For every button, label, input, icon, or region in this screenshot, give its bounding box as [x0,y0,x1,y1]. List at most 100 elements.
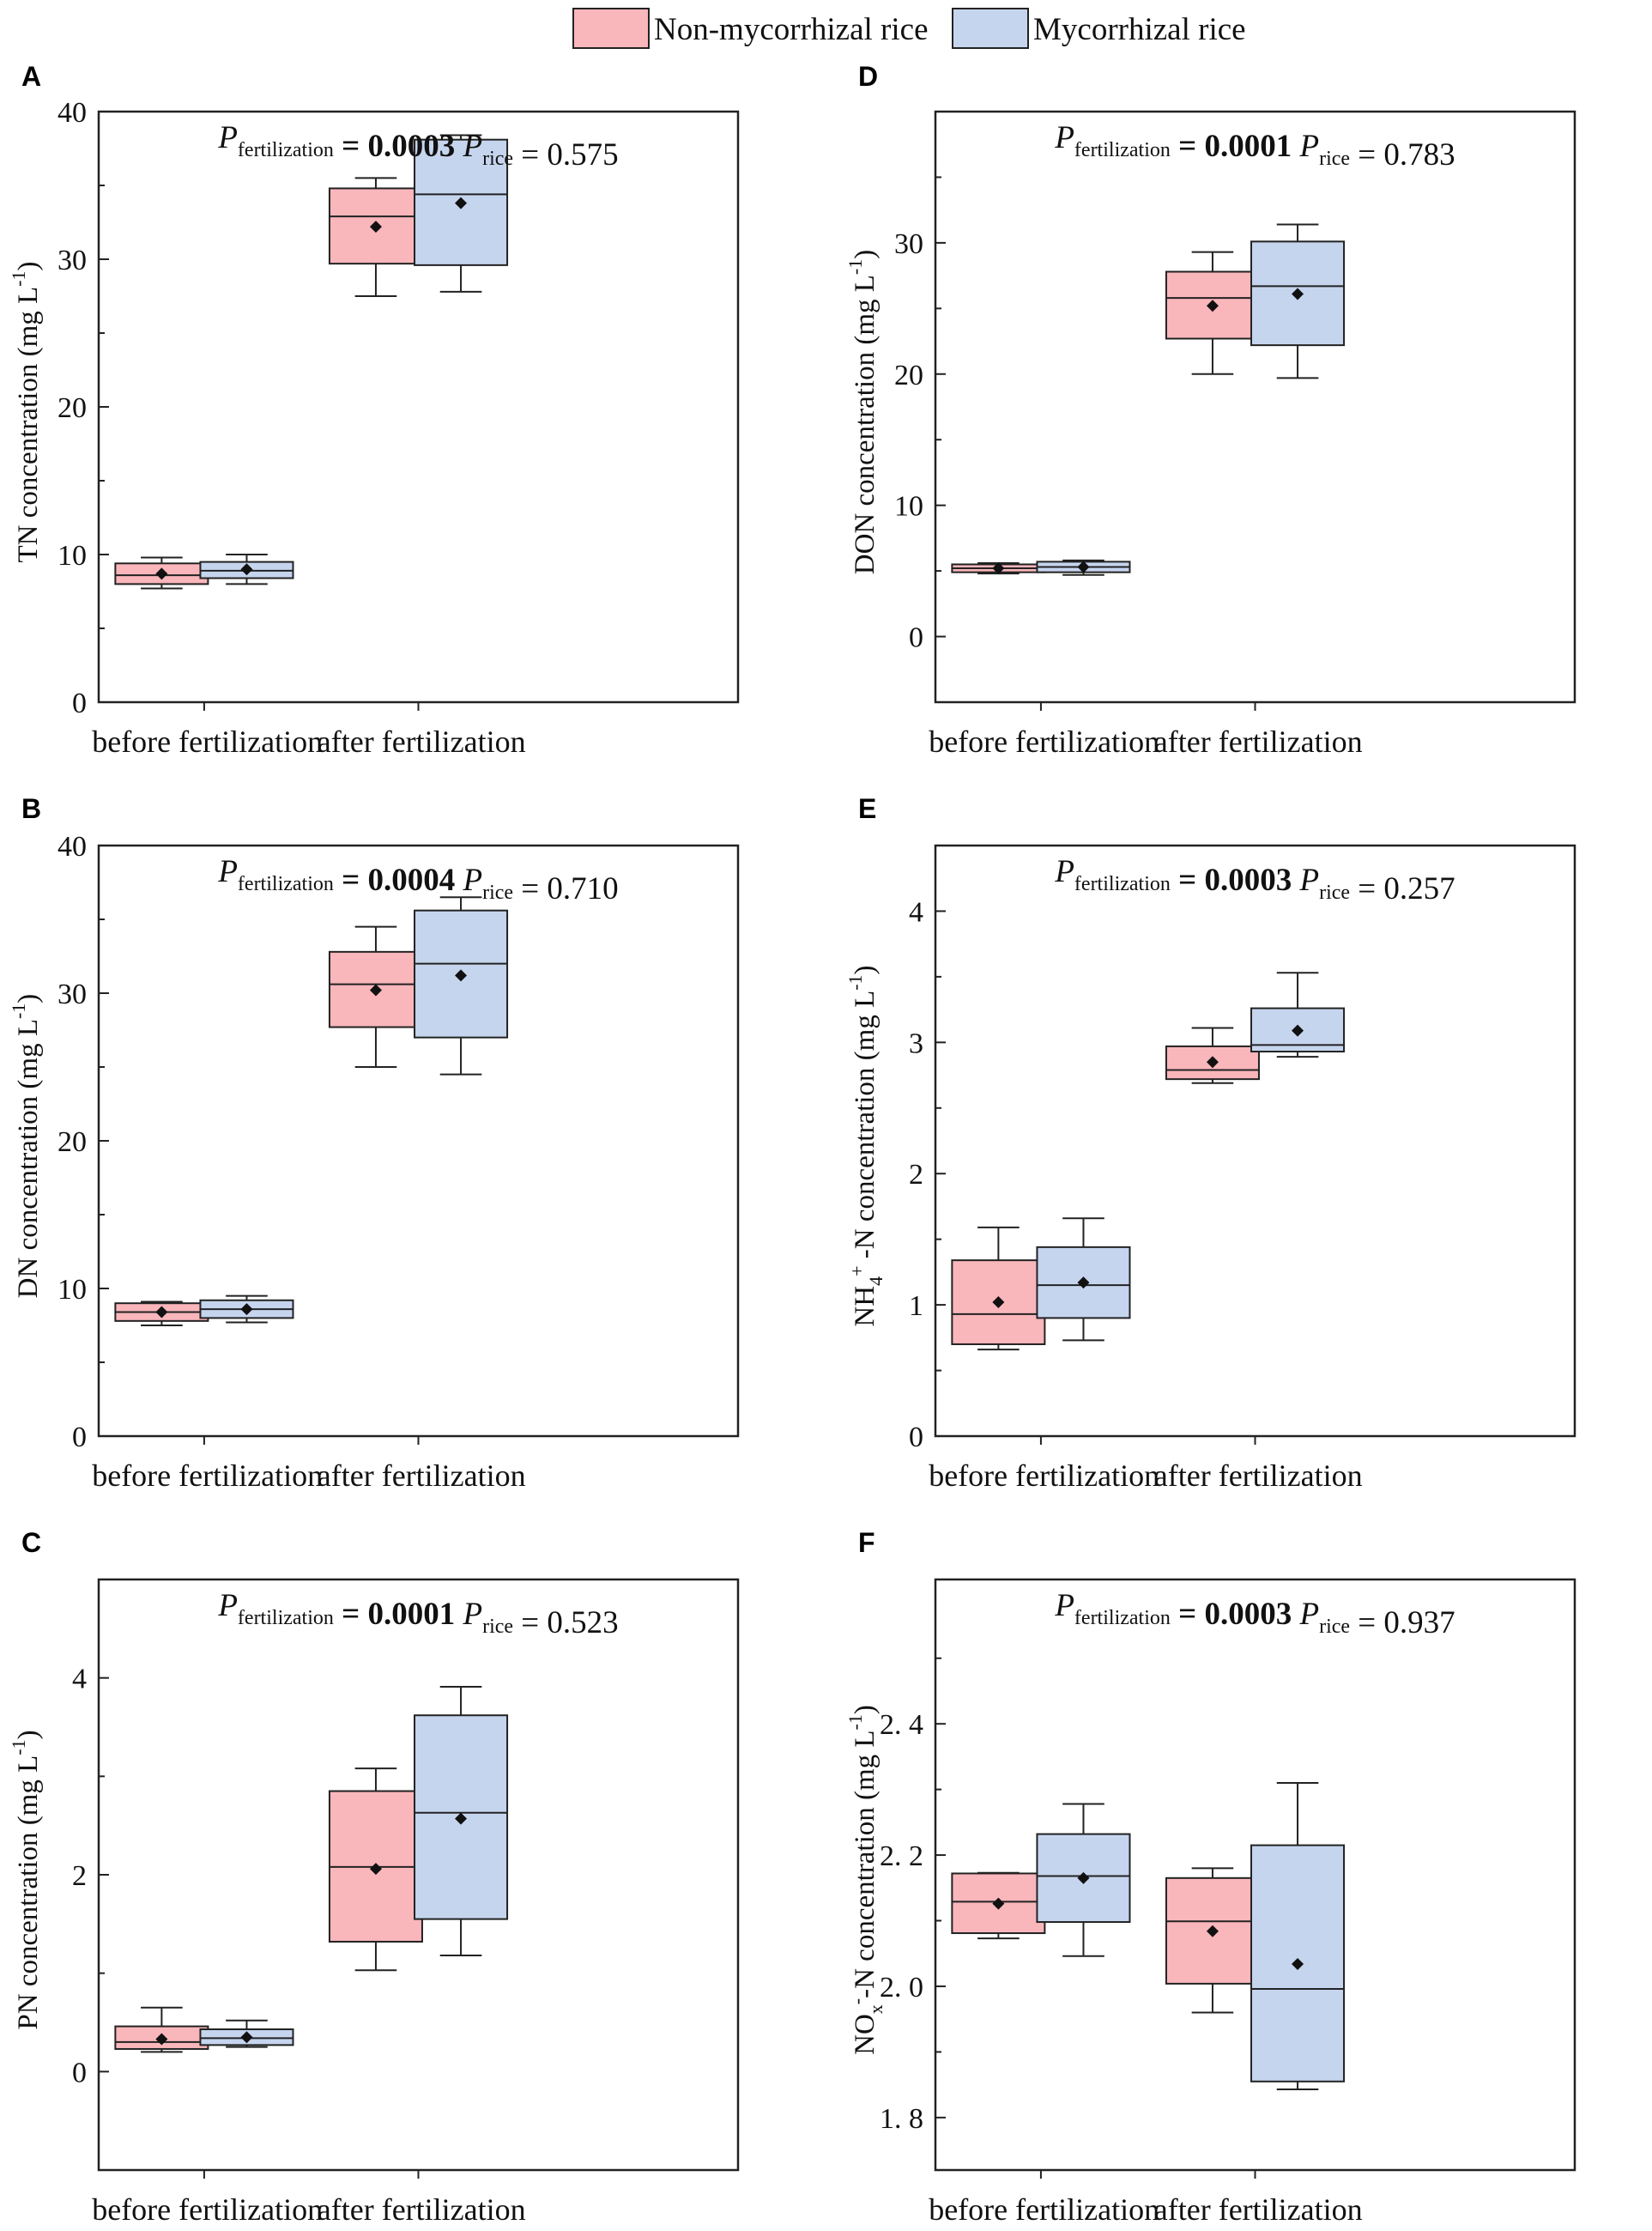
box-non-mycorrhizal-before [951,1871,1046,1940]
legend: Non-mycorrhizal rice Mycorrhizal rice [572,8,1246,49]
y-tick-label: 40 [57,97,87,129]
y-tick-label: 20 [57,1126,87,1158]
y-axis-label-part: TN concentration (mg L [13,287,44,563]
y-axis-label: DON concentration (mg L-1) [844,250,880,574]
p-value-part: = 0.0003 [1171,863,1292,898]
plot-frame [934,110,1576,704]
mean-marker [155,2033,168,2046]
box-mycorrhizal-before [1036,559,1131,576]
mean-marker [1292,288,1304,300]
y-tick-label: 40 [57,831,87,863]
mean-marker [992,1296,1005,1309]
p-value-part: rice [1319,148,1350,170]
box-non-mycorrhizal-before [114,1300,209,1326]
y-tick-label: 30 [894,228,923,260]
panel-letter: F [858,1527,875,1558]
y-axis-label: DN concentration (mg L-1) [8,994,44,1299]
box-mycorrhizal-after [1250,1781,1346,2090]
y-axis-label-part: NO [850,2014,880,2055]
p-value-part: = 0.523 [513,1605,619,1640]
panel-F: F 1. 8 2. 0 2. 2 2. 4 before fertilizationaft… [844,1527,1576,2227]
p-value-part: rice [1319,882,1350,904]
x-category-label: before fertilization [929,1458,1159,1493]
box-mycorrhizal-before [1036,1217,1131,1342]
box-mycorrhizal-after [414,134,509,293]
x-category-label: after fertilization [318,2192,526,2227]
mean-marker [240,563,253,576]
p-value-annotation: Pfertilization = 0.0003 Price = 0.257 [1054,854,1455,906]
x-category-label: after fertilization [1154,1458,1363,1493]
mean-marker [992,562,1005,575]
box-non-mycorrhizal-before [114,2006,209,2053]
y-axis-label-part: -1 [8,1003,29,1019]
box-non-mycorrhizal-before [951,1226,1046,1351]
y-tick-label: 1. 8 [880,2103,923,2135]
mean-marker [369,1863,382,1876]
y-axis-label: NOx--N concentration (mg L-1) [844,1705,887,2055]
y-axis-label-part: ) [850,250,880,259]
y-tick-label: 10 [57,1274,87,1306]
mean-marker [240,2031,253,2044]
legend-label-mycorrhizal: Mycorrhizal rice [1033,12,1246,47]
x-category-label: before fertilization [929,724,1159,759]
panel-letter: C [21,1527,41,1558]
p-value-part: P [1054,854,1074,889]
mean-marker [369,221,382,233]
p-value-part: rice [482,148,513,170]
y-tick-label: 0 [72,688,87,719]
p-value-part: P [455,129,482,164]
y-tick-label: 20 [894,360,923,391]
y-axis-label-part: -N concentration (mg L [850,1730,880,1998]
y-tick-label: 30 [57,979,87,1010]
y-tick-label: 0 [909,1422,923,1453]
y-tick-label: 2 [72,1860,87,1892]
y-axis-label-part: -1 [8,271,29,287]
box-mycorrhizal-before [199,554,294,585]
box-non-mycorrhizal-after [328,1767,423,1972]
p-value-part: P [1054,1588,1074,1623]
p-value-annotation: Pfertilization = 0.0001 Price = 0.783 [1054,120,1455,173]
y-tick-label: 2. 2 [880,1840,923,1872]
p-value-part: fertilization [238,1607,334,1629]
box-iqr [1165,270,1260,340]
p-value-part: fertilization [1074,873,1171,895]
p-value-part: = 0.257 [1350,871,1455,906]
box-non-mycorrhizal-before [114,556,209,590]
y-tick-label: 0 [909,622,923,654]
p-value-part: = 0.0003 [334,129,455,164]
p-value-annotation: Pfertilization = 0.0003 Price = 0.937 [1054,1588,1455,1640]
y-axis-label-part: PN concentration (mg L [13,1755,44,2030]
y-tick-label: 10 [57,540,87,572]
p-value-part: P [217,854,238,889]
panel-letter: B [21,793,41,824]
panel-letter: E [858,793,876,824]
panel-letter: A [21,61,41,92]
y-tick-label: 20 [57,392,87,424]
panel-letter: D [858,61,878,92]
p-value-part: = 0.575 [513,137,619,173]
y-tick-label: 10 [894,491,923,523]
p-value-part: P [1292,1597,1319,1632]
mean-marker [455,197,468,209]
p-value-part: = 0.937 [1350,1605,1455,1640]
p-value-part: P [1054,120,1074,155]
box-mycorrhizal-after [1250,972,1346,1058]
y-tick-label: 0 [72,1422,87,1453]
p-value-part: = 0.0001 [1171,129,1292,164]
y-axis-label-part: ) [13,1730,44,1739]
p-value-annotation: Pfertilization = 0.0001 Price = 0.523 [217,1588,618,1640]
p-value-annotation: Pfertilization = 0.0004 Price = 0.710 [217,854,618,906]
box-non-mycorrhizal-before [951,561,1046,575]
p-value-part: = 0.710 [513,871,619,906]
y-axis-label-part: 4 [865,1276,887,1286]
p-value-part: P [455,1597,482,1632]
box-non-mycorrhizal-after [1165,1027,1260,1084]
y-axis-label-part: NH [850,1286,880,1327]
box-non-mycorrhizal-after [328,925,423,1068]
mean-marker [369,984,382,997]
